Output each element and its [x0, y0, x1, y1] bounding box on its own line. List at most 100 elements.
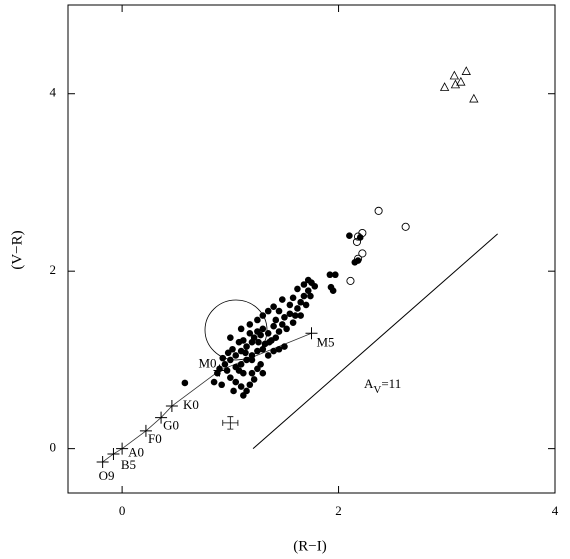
point [232, 378, 240, 386]
point [329, 287, 337, 295]
label-sub: V [373, 384, 381, 396]
label-base: A [364, 376, 374, 391]
x-tick-label: 4 [552, 503, 559, 518]
point [270, 347, 277, 355]
point [264, 307, 272, 315]
point [281, 343, 288, 350]
point [283, 325, 290, 333]
point [352, 237, 362, 246]
point [230, 387, 237, 395]
point [250, 376, 258, 383]
point [275, 345, 283, 353]
point [259, 369, 267, 377]
point [235, 338, 243, 346]
point [210, 378, 218, 386]
sequence-cross [305, 327, 318, 340]
point [219, 354, 227, 362]
point [449, 70, 460, 80]
point [214, 369, 221, 377]
plot-frame [67, 4, 556, 494]
point [254, 328, 261, 335]
point [248, 338, 256, 346]
point [332, 271, 339, 279]
point [281, 314, 288, 321]
point [275, 307, 283, 315]
point [278, 296, 286, 303]
point [297, 312, 304, 319]
point [232, 352, 240, 359]
point [243, 356, 250, 364]
point [374, 206, 383, 215]
sequence-line [102, 332, 312, 463]
point [304, 287, 312, 295]
point [248, 356, 256, 364]
point [235, 367, 243, 374]
point [237, 383, 245, 390]
point [286, 310, 294, 318]
point [358, 249, 367, 258]
point [291, 312, 299, 319]
beam-circle [204, 299, 268, 361]
x-axis-title: (R−I) [293, 538, 326, 554]
sequence-label: F0 [148, 431, 162, 446]
point [237, 325, 245, 333]
point [246, 329, 254, 337]
point [346, 232, 353, 239]
sequence-cross [96, 455, 109, 468]
point [270, 322, 277, 330]
point [354, 257, 362, 264]
point [242, 349, 249, 357]
point [224, 349, 232, 357]
point [300, 281, 308, 288]
reddening-label: AV=11 [364, 376, 401, 396]
point [289, 294, 297, 302]
point [450, 79, 461, 89]
point [259, 312, 267, 319]
point [243, 343, 250, 350]
point [254, 316, 261, 324]
point [278, 321, 286, 328]
sequence-label: A0 [128, 445, 144, 460]
point [240, 392, 247, 399]
sequence-cross [116, 442, 129, 455]
point [265, 338, 273, 346]
sequence-label: G0 [163, 418, 179, 433]
point [246, 381, 254, 389]
point [264, 352, 272, 359]
point [286, 301, 294, 309]
point [469, 93, 479, 103]
point [353, 254, 363, 263]
point [289, 319, 297, 326]
point [254, 347, 261, 355]
point [223, 367, 231, 374]
point [294, 305, 301, 312]
point [346, 276, 355, 285]
sequence-cross [165, 400, 178, 413]
sequence-label: M0 [198, 356, 216, 371]
point [248, 369, 256, 377]
point [264, 329, 272, 337]
point [300, 292, 308, 300]
point [221, 361, 229, 368]
point [353, 232, 363, 241]
point [326, 271, 334, 279]
sequence-cross [139, 424, 152, 437]
point [456, 76, 466, 86]
sequence-label: M5 [316, 334, 334, 349]
error-bar [222, 416, 239, 430]
point [237, 361, 245, 368]
point [461, 66, 471, 75]
point [297, 298, 304, 306]
point [302, 301, 310, 309]
y-tick-label: 2 [50, 262, 57, 277]
x-tick-label: 0 [119, 503, 126, 518]
label-rest: =11 [381, 376, 401, 391]
point [259, 345, 267, 353]
point [439, 82, 450, 91]
y-axis-title: (V−R) [9, 230, 25, 269]
y-tick-label: 4 [50, 85, 57, 100]
point [257, 361, 264, 368]
point [304, 276, 312, 284]
point [272, 316, 280, 324]
